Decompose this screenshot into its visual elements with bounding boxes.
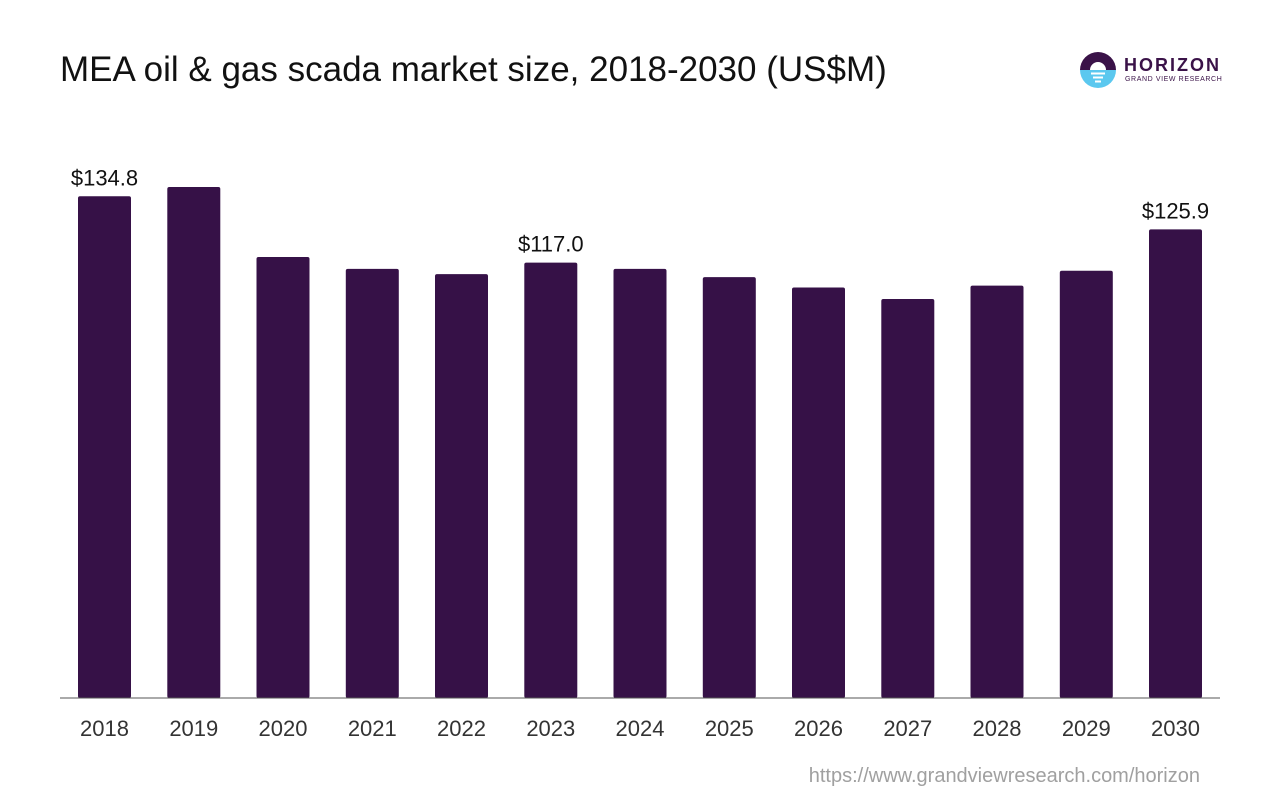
chart-title: MEA oil & gas scada market size, 2018-20… <box>60 50 887 89</box>
bars-group <box>78 187 1202 699</box>
x-tick-label-2019: 2019 <box>169 716 218 741</box>
bar-2020[interactable] <box>256 257 310 698</box>
logo-subtitle: GRAND VIEW RESEARCH <box>1125 76 1223 83</box>
x-tick-label-2022: 2022 <box>437 716 486 741</box>
data-label-2030: $125.9 <box>1142 198 1209 223</box>
brand-logo[interactable]: HORIZON GRAND VIEW RESEARCH <box>1080 52 1230 90</box>
x-tick-labels-group: 2018 2019 2020 2021 2022 2023 2024 2025 2026 2027… <box>80 716 1200 741</box>
bar-2029[interactable] <box>1059 270 1113 698</box>
bar-2024[interactable] <box>613 268 667 698</box>
x-tick-label-2030: 2030 <box>1151 716 1200 741</box>
data-labels-group: $134.8 $117.0 $125.9 <box>71 165 1209 256</box>
bar-2022[interactable] <box>435 274 488 698</box>
bar-2023[interactable] <box>524 262 578 698</box>
x-tick-label-2029: 2029 <box>1062 716 1111 741</box>
horizon-logo-icon <box>1080 52 1116 88</box>
x-tick-label-2024: 2024 <box>616 716 665 741</box>
data-label-2018: $134.8 <box>71 165 138 190</box>
bar-2018[interactable] <box>78 196 131 699</box>
bar-2030[interactable] <box>1149 229 1202 698</box>
bar-2021[interactable] <box>345 268 399 698</box>
x-tick-label-2020: 2020 <box>259 716 308 741</box>
data-label-2023: $117.0 <box>518 232 584 257</box>
x-tick-label-2018: 2018 <box>80 716 129 741</box>
x-tick-label-2023: 2023 <box>526 716 575 741</box>
bar-2028[interactable] <box>970 285 1024 698</box>
x-tick-label-2021: 2021 <box>348 716 397 741</box>
x-tick-label-2026: 2026 <box>794 716 843 741</box>
logo-name: HORIZON <box>1124 55 1221 75</box>
x-tick-label-2025: 2025 <box>705 716 754 741</box>
bar-2026[interactable] <box>792 287 845 699</box>
bar-2019[interactable] <box>167 187 221 698</box>
x-tick-label-2027: 2027 <box>883 716 932 741</box>
x-tick-label-2028: 2028 <box>973 716 1022 741</box>
source-link[interactable]: https://www.grandviewresearch.com/horizo… <box>808 765 1200 787</box>
bar-2025[interactable] <box>702 277 756 698</box>
bar-2027[interactable] <box>881 299 935 698</box>
